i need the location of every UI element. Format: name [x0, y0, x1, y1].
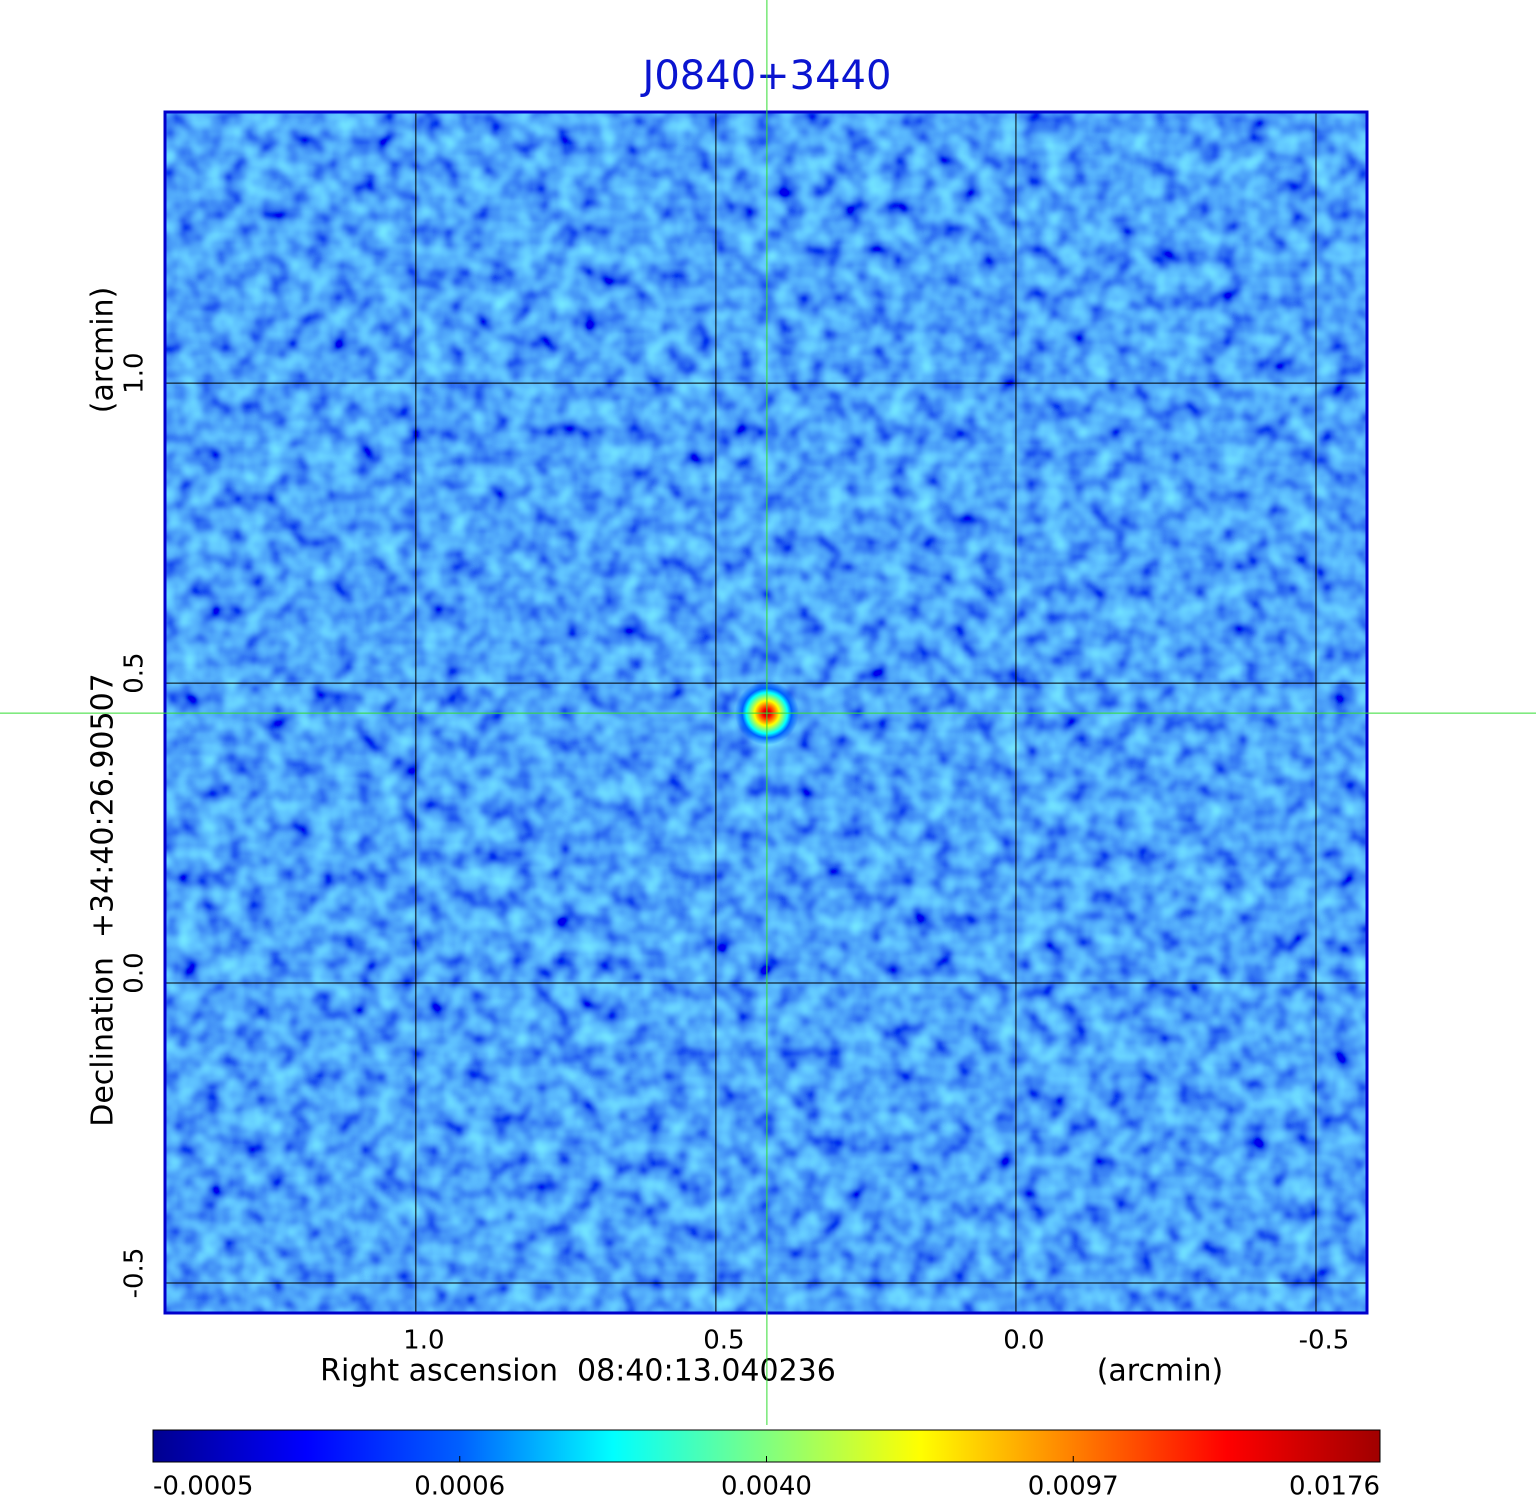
plot-frame — [163, 110, 1369, 1315]
colorbar-tick-label: 0.0097 — [1028, 1472, 1119, 1500]
y-tick-label: 0.0 — [120, 952, 150, 993]
x-axis-unit: (arcmin) — [1097, 1354, 1224, 1389]
colorbar-tick-label: -0.0005 — [153, 1472, 253, 1500]
x-tick-label: -0.5 — [1299, 1326, 1350, 1356]
x-tick-label: 0.5 — [703, 1326, 744, 1356]
y-tick-label: 1.0 — [120, 352, 150, 393]
colorbar-tick-label: 0.0006 — [414, 1472, 505, 1500]
colorbar-tick-label: 0.0176 — [1289, 1472, 1380, 1500]
y-axis-unit: (arcmin) — [86, 287, 121, 414]
x-axis-label: Right ascension 08:40:13.040236 — [320, 1354, 836, 1389]
y-tick-label: 0.5 — [120, 652, 150, 693]
chart-title: J0840+3440 — [640, 53, 892, 99]
x-tick-label: 1.0 — [403, 1326, 444, 1356]
x-tick-label: 0.0 — [1003, 1326, 1044, 1356]
colorbar-tick-label: 0.0040 — [721, 1472, 812, 1500]
y-tick-label: -0.5 — [120, 1248, 150, 1299]
y-axis-label: Declination +34:40:26.90507 — [86, 673, 121, 1127]
